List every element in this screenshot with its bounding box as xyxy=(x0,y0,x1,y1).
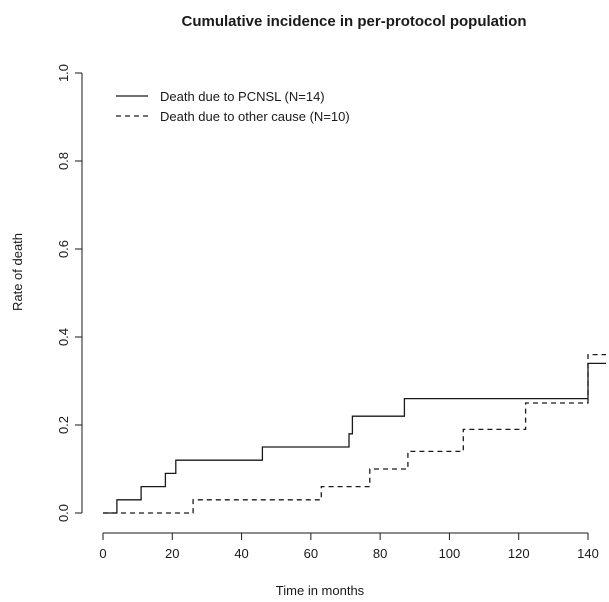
x-tick-label: 0 xyxy=(99,546,106,561)
series-group xyxy=(103,353,606,514)
y-tick-label: 0.2 xyxy=(56,416,71,434)
x-axis: 0 20 40 60 80 100 120 140 xyxy=(99,532,599,561)
x-tick-label: 100 xyxy=(439,546,461,561)
y-tick-label: 0.8 xyxy=(56,152,71,170)
x-axis-label: Time in months xyxy=(276,583,365,598)
y-axis-label: Rate of death xyxy=(10,233,25,311)
x-tick-label: 80 xyxy=(373,546,387,561)
y-tick-label: 0.4 xyxy=(56,328,71,346)
x-tick-label: 60 xyxy=(304,546,318,561)
x-tick-label: 20 xyxy=(165,546,179,561)
chart-title: Cumulative incidence in per-protocol pop… xyxy=(181,13,526,30)
y-tick-label: 0.6 xyxy=(56,240,71,258)
series-line-0 xyxy=(103,362,606,514)
y-axis: 0.0 0.2 0.4 0.6 0.8 1.0 xyxy=(56,64,83,522)
y-tick-label: 1.0 xyxy=(56,64,71,82)
legend: Death due to PCNSL (N=14) Death due to ot… xyxy=(116,89,350,124)
x-tick-label: 40 xyxy=(234,546,248,561)
legend-label-0: Death due to PCNSL (N=14) xyxy=(160,89,325,104)
x-tick-label: 140 xyxy=(577,546,599,561)
legend-label-1: Death due to other cause (N=10) xyxy=(160,109,350,124)
y-tick-label: 0.0 xyxy=(56,504,71,522)
series-line-1 xyxy=(103,353,606,514)
x-tick-label: 120 xyxy=(508,546,530,561)
